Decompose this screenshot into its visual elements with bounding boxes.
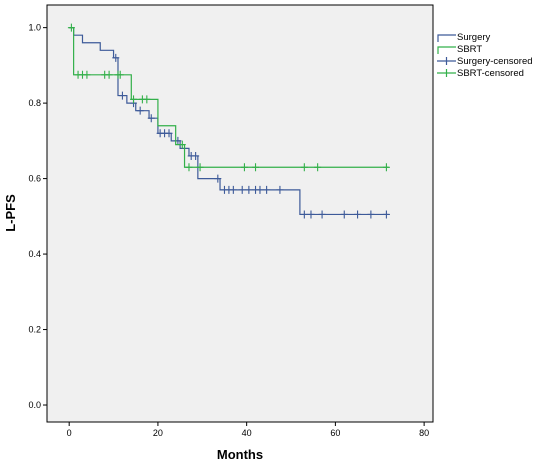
series-layer xyxy=(67,23,390,219)
series-line-surgery xyxy=(69,27,389,216)
x-tick-label: 80 xyxy=(419,428,429,438)
censor-mark-surgery xyxy=(147,114,155,123)
x-tick-label: 60 xyxy=(330,428,340,438)
censor-mark-sbrt xyxy=(382,163,390,172)
legend-item-surgery-censored: Surgery-censored xyxy=(437,56,533,67)
censor-mark-surgery xyxy=(367,210,375,219)
censor-mark-sbrt xyxy=(105,70,113,79)
censor-mark-surgery xyxy=(238,185,246,194)
censor-mark-surgery xyxy=(354,210,362,219)
legend-item-sbrt: SBRT xyxy=(437,44,482,55)
censor-mark-surgery xyxy=(214,174,222,183)
y-tick-label: 1.0 xyxy=(28,23,41,33)
series-line-sbrt xyxy=(69,27,389,168)
censor-mark-sbrt xyxy=(67,23,75,32)
x-tick-label: 40 xyxy=(242,428,252,438)
y-tick-label: 0.6 xyxy=(28,174,41,184)
y-axis-title: L-PFS xyxy=(3,194,18,232)
censor-mark-sbrt xyxy=(178,140,186,149)
legend-label-sbrt: SBRT xyxy=(457,44,482,55)
x-axis-title: Months xyxy=(217,447,263,462)
censor-mark-surgery xyxy=(256,185,264,194)
censor-mark-surgery xyxy=(229,185,237,194)
x-tick-label: 0 xyxy=(67,428,72,438)
censor-mark-surgery xyxy=(300,210,308,219)
axes: 0 20 40 60 80 0.0 0.2 0.4 0.6 0.8 1.0 xyxy=(28,23,429,438)
censor-mark-surgery xyxy=(136,106,144,115)
y-tick-label: 0.4 xyxy=(28,249,41,259)
censor-mark-surgery xyxy=(165,129,173,138)
censor-mark-sbrt xyxy=(130,95,138,104)
censor-mark-sbrt xyxy=(83,70,91,79)
legend: Surgery SBRT Surgery-censored SBRT-censo… xyxy=(437,32,533,79)
legend-item-surgery: Surgery xyxy=(437,32,491,43)
censor-mark-sbrt xyxy=(314,163,322,172)
censor-mark-sbrt xyxy=(300,163,308,172)
censor-mark-surgery xyxy=(192,151,200,160)
y-tick-label: 0.0 xyxy=(28,400,41,410)
censor-mark-sbrt xyxy=(252,163,260,172)
legend-swatch-surgery-censored xyxy=(437,57,456,65)
legend-swatch-surgery xyxy=(437,34,456,42)
censor-mark-surgery xyxy=(307,210,315,219)
censor-mark-sbrt xyxy=(116,70,124,79)
censor-mark-surgery xyxy=(245,185,253,194)
censor-mark-surgery xyxy=(118,91,126,100)
censor-mark-sbrt xyxy=(185,163,193,172)
censor-mark-surgery xyxy=(112,53,120,62)
censor-mark-surgery xyxy=(276,185,284,194)
x-tick-label: 20 xyxy=(153,428,163,438)
y-tick-label: 0.2 xyxy=(28,325,41,335)
censor-mark-sbrt xyxy=(196,163,204,172)
censor-mark-sbrt xyxy=(143,95,151,104)
legend-label-sbrt-censored: SBRT-censored xyxy=(457,68,524,79)
plot-area xyxy=(46,4,434,423)
censor-mark-sbrt xyxy=(240,163,248,172)
legend-label-surgery: Surgery xyxy=(457,32,491,43)
legend-label-surgery-censored: Surgery-censored xyxy=(457,56,533,67)
censor-mark-surgery xyxy=(382,210,390,219)
y-tick-label: 0.8 xyxy=(28,98,41,108)
censor-mark-surgery xyxy=(318,210,326,219)
censor-mark-surgery xyxy=(263,185,271,194)
legend-swatch-sbrt-censored xyxy=(437,69,456,77)
censor-mark-surgery xyxy=(340,210,348,219)
legend-item-sbrt-censored: SBRT-censored xyxy=(437,68,524,79)
legend-swatch-sbrt xyxy=(437,46,456,54)
